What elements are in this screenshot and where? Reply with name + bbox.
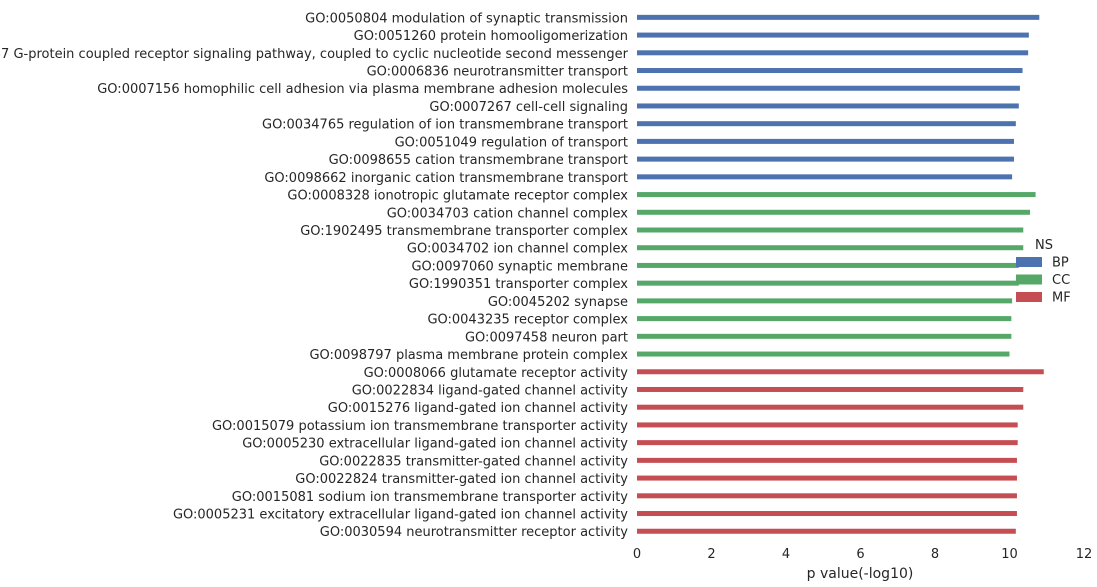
x-axis: 0 2 4 6 8 10 12 [633, 547, 1092, 562]
bar-mf [637, 457, 1017, 463]
bar-bp [637, 68, 1023, 74]
category-label: GO:1990351 transporter complex [409, 277, 628, 292]
category-label: GO:0022834 ligand-gated channel activity [352, 383, 629, 398]
legend-title: NS [1035, 238, 1053, 253]
category-label: GO:0097060 synaptic membrane [411, 259, 628, 274]
x-tick-label: 8 [931, 547, 939, 562]
category-label: GO:0051049 regulation of transport [395, 135, 628, 150]
bar-bp [637, 32, 1029, 38]
bar-cc [637, 351, 1010, 357]
category-label: GO:0022824 transmitter-gated ion channel… [295, 472, 628, 487]
bar-cc [637, 262, 1019, 268]
x-tick-label: 6 [856, 547, 864, 562]
category-label: GO:0034765 regulation of ion transmembra… [262, 118, 628, 133]
bar-mf [637, 528, 1016, 534]
bar-cc [637, 298, 1013, 304]
bar-bp [637, 156, 1014, 162]
category-label: GO:0051260 protein homooligomerization [354, 29, 628, 44]
bar-mf [637, 422, 1018, 428]
category-label: GO:0098655 cation transmembrane transpor… [329, 153, 628, 168]
category-label: GO:0015081 sodium ion transmembrane tran… [232, 490, 628, 505]
bar-bp [637, 85, 1020, 91]
bar-bp [637, 121, 1016, 127]
bar-mf [637, 511, 1017, 517]
category-label: GO:0050804 modulation of synaptic transm… [305, 11, 628, 26]
x-tick-label: 2 [707, 547, 715, 562]
x-axis-title: p value(-log10) [807, 566, 914, 582]
category-label: GO:0043235 receptor complex [427, 313, 628, 328]
category-label: GO:0097458 neuron part [465, 330, 628, 345]
category-label: GO:0015079 potassium ion transmembrane t… [212, 419, 628, 434]
bar-mf [637, 440, 1018, 446]
bar-bp [637, 50, 1029, 56]
bar-cc [637, 227, 1024, 233]
category-label: GO:0098797 plasma membrane protein compl… [309, 348, 628, 363]
category-label: GO:0007156 homophilic cell adhesion via … [97, 82, 628, 97]
category-label: GO:0007267 cell-cell signaling [429, 100, 628, 115]
bar-mf [637, 493, 1017, 499]
bar-mf [637, 369, 1044, 375]
x-tick-label: 4 [782, 547, 790, 562]
category-label: GO:0005230 extracellular ligand-gated io… [242, 437, 628, 452]
category-label: GO:0098662 inorganic cation transmembran… [264, 171, 628, 186]
category-label: GO:0007187 G-protein coupled receptor si… [0, 47, 629, 62]
category-label: GO:0022835 transmitter-gated channel act… [319, 454, 628, 469]
category-label: GO:0006836 neurotransmitter transport [367, 65, 628, 80]
x-tick-label: 0 [633, 547, 641, 562]
category-label: GO:0008066 glutamate receptor activity [364, 366, 629, 381]
bar-bp [637, 174, 1013, 180]
legend: NS BP CC MF [1016, 238, 1071, 306]
category-label: GO:0045202 synapse [488, 295, 628, 310]
category-label: GO:1902495 transmembrane transporter com… [300, 224, 628, 239]
category-labels: GO:0050804 modulation of synaptic transm… [0, 11, 629, 540]
x-tick-label: 12 [1076, 547, 1093, 562]
bar-cc [637, 316, 1012, 322]
bar-mf [637, 404, 1024, 410]
category-label: GO:0005231 excitatory extracellular liga… [173, 508, 628, 523]
legend-label-bp: BP [1052, 256, 1069, 271]
category-label: GO:0034702 ion channel complex [407, 242, 628, 257]
legend-label-mf: MF [1052, 291, 1071, 306]
legend-label-cc: CC [1052, 273, 1070, 288]
bar-cc [637, 209, 1030, 215]
bar-cc [637, 280, 1019, 286]
bar-cc [637, 192, 1036, 198]
bar-bp [637, 138, 1014, 144]
bar-cc [637, 333, 1012, 339]
x-tick-label: 10 [1001, 547, 1018, 562]
category-label: GO:0015276 ligand-gated ion channel acti… [328, 401, 629, 416]
bar-bp [637, 14, 1040, 20]
category-label: GO:0030594 neurotransmitter receptor act… [320, 525, 629, 540]
category-label: GO:0008328 ionotropic glutamate receptor… [287, 189, 628, 204]
legend-swatch-bp [1016, 257, 1042, 267]
bars-layer [637, 14, 1044, 534]
legend-swatch-cc [1016, 274, 1042, 285]
category-label: GO:0034703 cation channel complex [387, 206, 629, 221]
bar-mf [637, 386, 1024, 392]
legend-swatch-mf [1016, 292, 1042, 302]
bar-bp [637, 103, 1019, 109]
bar-mf [637, 475, 1017, 481]
bar-cc [637, 245, 1024, 251]
